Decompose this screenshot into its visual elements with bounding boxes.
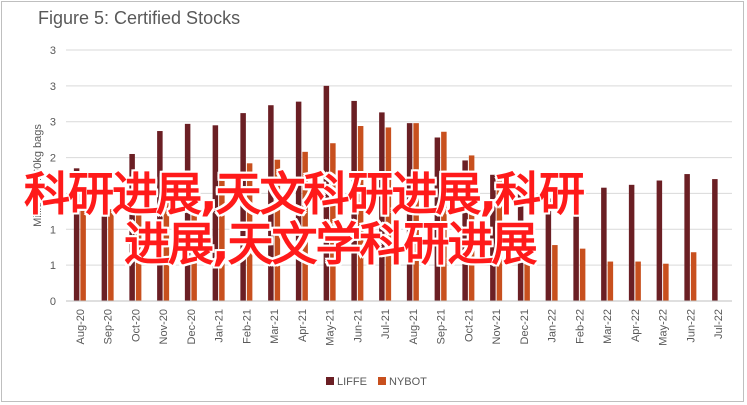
bar-liffe bbox=[73, 168, 80, 301]
bar-nybot bbox=[330, 143, 336, 301]
bar-liffe bbox=[656, 180, 663, 301]
bar-liffe bbox=[379, 112, 385, 302]
x-tick-label: Apr-21 bbox=[297, 309, 309, 342]
x-tick-label: Jun-22 bbox=[685, 309, 697, 343]
bar-nybot bbox=[496, 179, 503, 301]
bar-liffe bbox=[240, 113, 246, 301]
bar-liffe bbox=[212, 125, 219, 301]
bar-nybot bbox=[524, 249, 530, 301]
bar-nybot bbox=[663, 263, 669, 301]
bar-liffe bbox=[712, 179, 718, 301]
y-tick-label: 0 bbox=[50, 296, 56, 308]
bar-liffe bbox=[268, 105, 274, 301]
x-tick-label: Feb-21 bbox=[241, 309, 253, 344]
x-tick-label: Jul-21 bbox=[380, 309, 392, 339]
bar-nybot bbox=[690, 252, 697, 301]
bar-nybot bbox=[302, 151, 308, 301]
bar-nybot bbox=[413, 123, 419, 301]
bar-liffe bbox=[573, 193, 579, 301]
bar-nybot bbox=[219, 175, 225, 301]
chart-title: Figure 5: Certified Stocks bbox=[38, 8, 241, 28]
legend-swatch-nybot bbox=[378, 377, 386, 385]
bar-nybot bbox=[441, 131, 447, 301]
y-tick-label: 2 bbox=[50, 188, 56, 200]
bar-liffe bbox=[406, 123, 413, 301]
bar-nybot bbox=[274, 159, 281, 301]
x-tick-label: Oct-21 bbox=[463, 309, 475, 342]
legend-swatch-liffe bbox=[326, 377, 334, 385]
y-tick-label: 3 bbox=[50, 117, 56, 129]
bar-nybot bbox=[135, 209, 142, 301]
x-tick-label: Mar-21 bbox=[269, 309, 281, 344]
x-tick-label: Nov-21 bbox=[491, 309, 503, 344]
bar-liffe bbox=[601, 187, 607, 301]
bar-nybot bbox=[191, 199, 197, 301]
y-tick-label: 3 bbox=[50, 81, 56, 93]
x-tick-label: Jan-22 bbox=[547, 309, 559, 343]
bar-nybot bbox=[108, 209, 114, 301]
bar-liffe bbox=[101, 171, 108, 301]
legend-label-nybot: NYBOT bbox=[389, 376, 427, 388]
x-tick-label: Sep-20 bbox=[103, 309, 115, 344]
bar-liffe bbox=[628, 184, 635, 301]
x-tick-label: Aug-20 bbox=[75, 309, 87, 344]
bar-liffe bbox=[434, 137, 441, 301]
bar-nybot bbox=[552, 245, 558, 301]
x-tick-label: Apr-22 bbox=[630, 309, 642, 342]
x-tick-label: Dec-20 bbox=[186, 309, 198, 344]
legend-label-liffe: LIFFE bbox=[337, 376, 367, 388]
x-tick-label: Dec-21 bbox=[519, 309, 531, 344]
y-axis-label: Millions of 60kg bags bbox=[32, 124, 44, 227]
bar-liffe bbox=[323, 85, 330, 301]
bar-nybot bbox=[246, 163, 253, 301]
x-tick-label: Jun-21 bbox=[352, 309, 364, 343]
x-tick-label: Aug-21 bbox=[408, 309, 420, 344]
y-tick-label: 3 bbox=[50, 45, 56, 57]
bar-liffe bbox=[517, 189, 524, 301]
x-tick-label: Oct-20 bbox=[130, 309, 142, 342]
bar-nybot bbox=[635, 261, 641, 301]
bar-liffe bbox=[157, 131, 163, 301]
bar-liffe bbox=[545, 198, 552, 301]
x-tick-label: Nov-20 bbox=[158, 309, 170, 344]
bar-liffe bbox=[129, 153, 135, 301]
x-tick-label: May-21 bbox=[325, 309, 337, 346]
bar-nybot bbox=[385, 127, 392, 301]
bar-liffe bbox=[295, 101, 302, 302]
x-tick-label: Feb-22 bbox=[574, 309, 586, 344]
bar-nybot bbox=[163, 202, 170, 301]
x-tick-label: May-22 bbox=[658, 309, 670, 346]
bar-nybot bbox=[80, 200, 86, 301]
bar-liffe bbox=[351, 100, 357, 301]
y-tick-label: 2 bbox=[50, 153, 56, 165]
bar-liffe bbox=[184, 123, 191, 301]
bar-nybot bbox=[607, 261, 614, 301]
bar-nybot bbox=[357, 126, 364, 301]
x-tick-label: Jul-22 bbox=[713, 309, 725, 339]
y-tick-label: 1 bbox=[50, 260, 56, 272]
bar-nybot bbox=[468, 155, 475, 301]
bar-liffe bbox=[684, 174, 690, 301]
x-tick-label: Sep-21 bbox=[436, 309, 448, 344]
bar-liffe bbox=[490, 174, 496, 301]
bar-nybot bbox=[579, 248, 586, 301]
y-tick-label: 1 bbox=[50, 224, 56, 236]
x-tick-label: Mar-22 bbox=[602, 309, 614, 344]
x-tick-label: Jan-21 bbox=[214, 309, 226, 343]
bar-liffe bbox=[462, 160, 468, 301]
